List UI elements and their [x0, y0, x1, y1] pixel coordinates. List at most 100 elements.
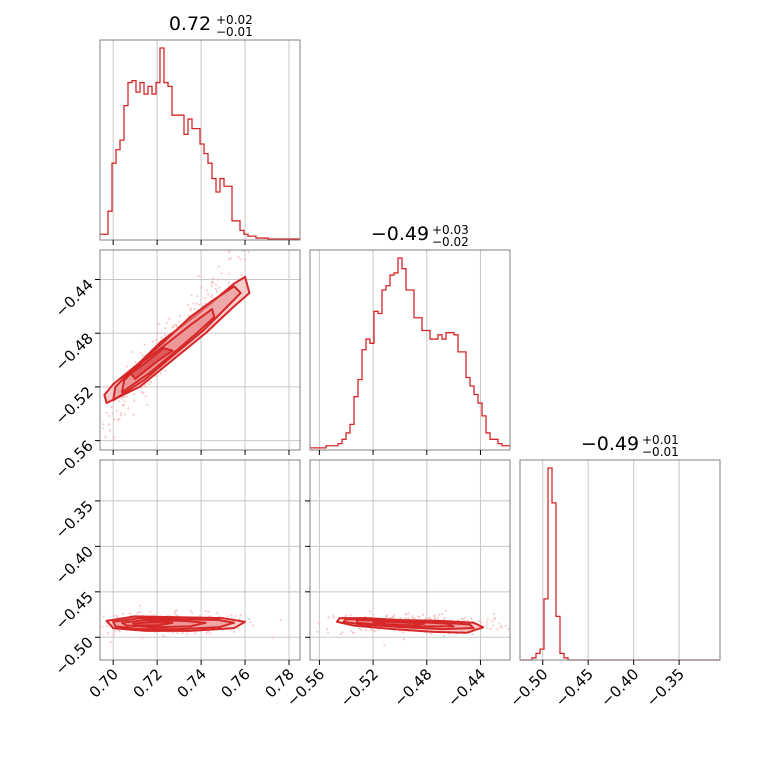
histogram-1-series: [310, 257, 510, 449]
joint-1-sample: [209, 632, 212, 635]
joint-0-sample: [211, 285, 214, 288]
joint-1-sample: [30, 627, 32, 629]
joint-2-sample: [357, 627, 361, 630]
joint-2-sample: [531, 620, 533, 622]
joint-0-sample: [125, 395, 129, 398]
joint-2-sample: [304, 626, 306, 628]
joint-0-sample: [127, 407, 130, 410]
joint-2-sample: [327, 631, 330, 634]
joint-1-sample: [173, 611, 176, 615]
joint-1-sample: [84, 615, 86, 617]
joint-2-sample: [296, 622, 298, 624]
joint-1-sample: [271, 636, 274, 639]
joint-1-sample: [230, 614, 233, 617]
joint-2-sample: [491, 619, 494, 623]
joint-0-sample: [117, 399, 120, 402]
joint-panel-0: [60, 215, 301, 483]
joint-1-sample: [207, 630, 210, 633]
joint-1-sample: [249, 621, 252, 624]
joint-1-sample: [186, 632, 189, 635]
joint-2-sample: [442, 617, 446, 621]
joint-2-sample: [514, 611, 516, 613]
joint-2-sample: [407, 616, 410, 619]
joint-2-sample: [428, 616, 431, 619]
joint-panel-0-contents: [60, 215, 300, 483]
joint-1-sample: [161, 634, 165, 637]
joint-0-sample: [172, 324, 175, 327]
joint-2-sample: [326, 627, 329, 630]
xtick-label-2-3: −0.35: [643, 665, 688, 710]
joint-0-contour-3: [129, 346, 174, 380]
joint-0-sample: [108, 414, 111, 418]
panel-title-2-lower: −0.01: [642, 445, 679, 459]
joint-0-sample: [210, 282, 213, 285]
joint-2-sample: [364, 629, 368, 632]
joint-1-sample: [247, 617, 251, 621]
joint-1-sample: [128, 612, 131, 615]
joint-1-sample: [93, 632, 95, 634]
joint-0-sample: [189, 307, 193, 310]
joint-2-sample: [316, 630, 319, 633]
joint-1-sample: [91, 618, 93, 620]
joint-2-sample: [404, 613, 407, 616]
joint-2-sample: [485, 621, 489, 624]
joint-1-sample: [89, 623, 91, 625]
joint-0-sample: [215, 290, 218, 293]
joint-1-sample: [101, 625, 104, 628]
joint-1-sample: [86, 621, 88, 623]
joint-0-sample: [77, 433, 79, 435]
joint-0-sample: [106, 385, 109, 388]
joint-0-sample: [204, 297, 207, 300]
ytick-label-1-1: −0.52: [52, 383, 97, 428]
histogram-1-frame: [309, 249, 511, 451]
joint-1-sample: [112, 634, 116, 637]
joint-1-sample: [122, 612, 125, 616]
joint-2-sample: [429, 618, 432, 621]
joint-1-sample: [189, 609, 192, 612]
joint-2-sample: [266, 621, 268, 623]
xtick-label-1-3: −0.44: [444, 665, 489, 710]
joint-2-sample: [433, 615, 436, 618]
joint-1-sample: [50, 624, 52, 626]
joint-0-sample: [73, 475, 75, 477]
joint-0-sample: [65, 447, 67, 449]
joint-2-sample: [399, 630, 402, 633]
joint-2-sample: [399, 617, 403, 620]
panel-title-0: 0.72: [169, 13, 211, 35]
histogram-panel-2: −0.49 +0.01−0.01: [519, 433, 721, 661]
joint-2-sample: [402, 638, 405, 641]
joint-0-sample: [210, 296, 213, 299]
joint-2-sample: [444, 609, 447, 612]
joint-1-sample: [154, 613, 157, 616]
joint-1-sample: [94, 621, 96, 623]
joint-0-sample: [204, 302, 207, 305]
joint-0-sample: [196, 295, 199, 298]
histogram-0-series: [100, 47, 300, 240]
joint-0-sample: [190, 294, 193, 297]
joint-0-sample: [239, 258, 242, 261]
joint-0-sample: [141, 386, 144, 389]
joint-0-sample: [255, 215, 257, 217]
joint-2-sample: [464, 616, 467, 619]
joint-2-sample: [522, 618, 524, 620]
joint-0-sample: [92, 438, 94, 440]
joint-1-sample: [251, 624, 255, 627]
joint-0-sample: [97, 423, 99, 425]
joint-2-sample: [372, 629, 375, 632]
joint-1-sample: [163, 635, 166, 638]
joint-0-sample: [206, 293, 210, 296]
joint-2-sample: [471, 633, 474, 636]
joint-0-sample: [146, 403, 149, 406]
histogram-panel-0: 0.72 +0.02−0.01: [99, 13, 301, 241]
joint-0-sample: [189, 309, 192, 312]
joint-1-sample: [102, 615, 105, 618]
joint-1-sample: [105, 624, 109, 628]
joint-0-sample: [157, 323, 160, 326]
joint-0-sample: [211, 294, 214, 297]
joint-0-sample: [60, 481, 62, 483]
joint-1-sample: [118, 630, 121, 633]
joint-2-sample: [407, 612, 410, 615]
joint-2-sample: [307, 624, 309, 626]
joint-0-sample: [113, 435, 116, 439]
